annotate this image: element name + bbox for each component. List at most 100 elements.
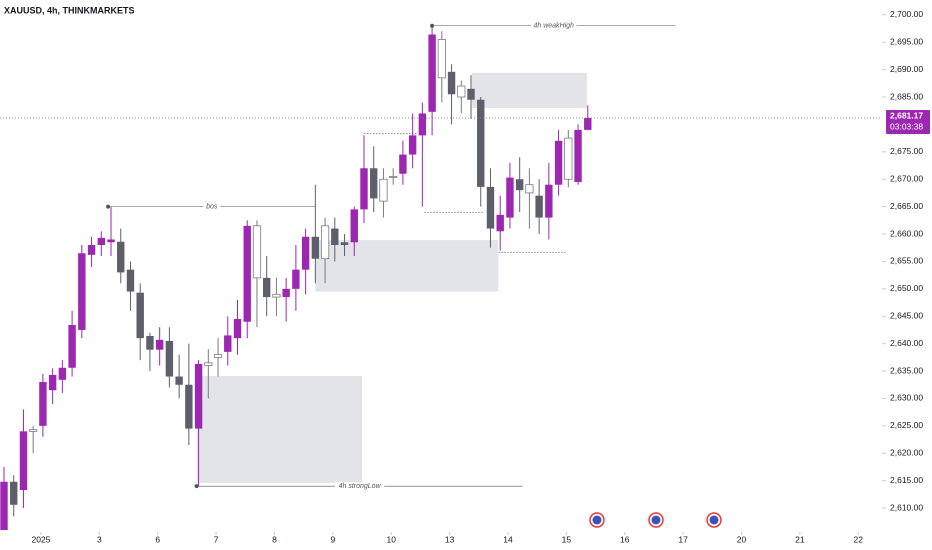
candle-body xyxy=(136,292,144,339)
candle-body xyxy=(506,177,514,218)
candle-body xyxy=(554,140,563,185)
candle-body xyxy=(19,431,28,490)
event-icon xyxy=(651,515,661,525)
y-tick-label: 2,690.00 xyxy=(890,64,923,74)
x-tick-label: 20 xyxy=(737,534,747,544)
y-tick-label: 2,610.00 xyxy=(890,502,923,512)
level-label: 4h strongLow xyxy=(339,483,382,490)
y-tick-label: 2,620.00 xyxy=(890,448,923,458)
candle-body xyxy=(350,209,358,243)
candle-body xyxy=(389,176,398,178)
candle-body xyxy=(331,228,339,245)
x-tick-label: 9 xyxy=(330,534,335,544)
candle-body xyxy=(467,88,475,100)
x-tick-label: 14 xyxy=(503,534,513,544)
candle-body xyxy=(486,186,495,229)
candle-body xyxy=(272,293,281,298)
candle-body xyxy=(574,129,582,182)
y-tick-label: 2,695.00 xyxy=(890,36,923,46)
x-tick-label: 6 xyxy=(155,534,160,544)
zone xyxy=(196,375,363,483)
candle-body xyxy=(48,374,57,391)
candle-body xyxy=(185,384,193,429)
candle-body xyxy=(29,429,38,432)
candle-body xyxy=(10,481,18,505)
candle-body xyxy=(97,237,105,245)
level-label-bg xyxy=(335,482,385,491)
candle-body xyxy=(447,71,456,95)
candle-body xyxy=(126,269,135,292)
candle-body xyxy=(477,99,485,187)
event-icon xyxy=(592,515,602,525)
candle-body xyxy=(564,137,573,180)
candle-body xyxy=(437,39,446,79)
candle-body xyxy=(292,269,300,289)
y-tick-label: 2,670.00 xyxy=(890,173,923,183)
candle-body xyxy=(311,236,320,259)
last-price-label: 2,681.17 xyxy=(890,110,923,120)
y-tick-label: 2,645.00 xyxy=(890,310,923,320)
x-tick-label: 17 xyxy=(678,534,688,544)
candle-body xyxy=(252,225,262,279)
level-label: bos xyxy=(206,203,218,210)
candle-body xyxy=(457,85,466,98)
candle-body xyxy=(262,277,271,298)
chart-title: XAUUSD, 4h, THINKMARKETS xyxy=(4,5,135,15)
level-label: 4h weakHigh xyxy=(533,23,574,30)
y-tick-label: 2,650.00 xyxy=(890,283,923,293)
x-tick-label: 21 xyxy=(795,534,805,544)
candle-body xyxy=(165,340,174,377)
candle-body xyxy=(0,481,8,530)
candle-body xyxy=(194,363,203,429)
candle-body xyxy=(525,184,534,194)
y-tick-label: 2,675.00 xyxy=(890,146,923,156)
candle-body xyxy=(78,253,86,330)
x-tick-label: 2025 xyxy=(32,534,51,544)
candle-body xyxy=(87,244,96,255)
candle-body xyxy=(428,34,436,112)
candle-body xyxy=(243,225,251,322)
event-icons xyxy=(589,512,722,528)
candle-body xyxy=(175,376,183,385)
x-tick-label: 10 xyxy=(386,534,396,544)
x-tick-label: 13 xyxy=(445,534,455,544)
candle-body xyxy=(301,236,310,270)
candle-body xyxy=(408,135,417,155)
level-anchor xyxy=(106,204,111,209)
y-tick-label: 2,635.00 xyxy=(890,365,923,375)
candle-body xyxy=(320,225,330,260)
candle-body xyxy=(39,382,47,426)
y-tick-label: 2,625.00 xyxy=(890,420,923,430)
candle-body xyxy=(515,179,524,191)
x-tick-label: 3 xyxy=(97,534,102,544)
candle-body xyxy=(107,239,115,243)
level-label-bg xyxy=(203,202,221,211)
candle-body xyxy=(233,318,242,339)
candle-body xyxy=(224,335,232,352)
candle-body xyxy=(204,362,213,366)
candle-body xyxy=(282,288,290,298)
level-anchor xyxy=(194,484,199,489)
x-tick-label: 15 xyxy=(562,534,572,544)
x-tick-label: 8 xyxy=(272,534,277,544)
y-tick-label: 2,640.00 xyxy=(890,338,923,348)
candle-body xyxy=(418,113,427,136)
x-tick-label: 16 xyxy=(620,534,630,544)
candle-body xyxy=(496,214,504,232)
x-tick-label: 22 xyxy=(854,534,864,544)
candle-body xyxy=(584,118,592,130)
countdown-label: 03:03:38 xyxy=(890,121,923,131)
candle-body xyxy=(146,335,154,350)
candle-body xyxy=(58,367,67,380)
y-tick-label: 2,655.00 xyxy=(890,256,923,266)
y-tick-label: 2,665.00 xyxy=(890,201,923,211)
candle-body xyxy=(213,354,223,358)
candle-body xyxy=(399,154,407,174)
y-tick-label: 2,630.00 xyxy=(890,393,923,403)
event-icon xyxy=(709,515,719,525)
y-tick-label: 2,700.00 xyxy=(890,9,923,19)
x-tick-label: 7 xyxy=(214,534,219,544)
candle-body xyxy=(370,168,378,199)
